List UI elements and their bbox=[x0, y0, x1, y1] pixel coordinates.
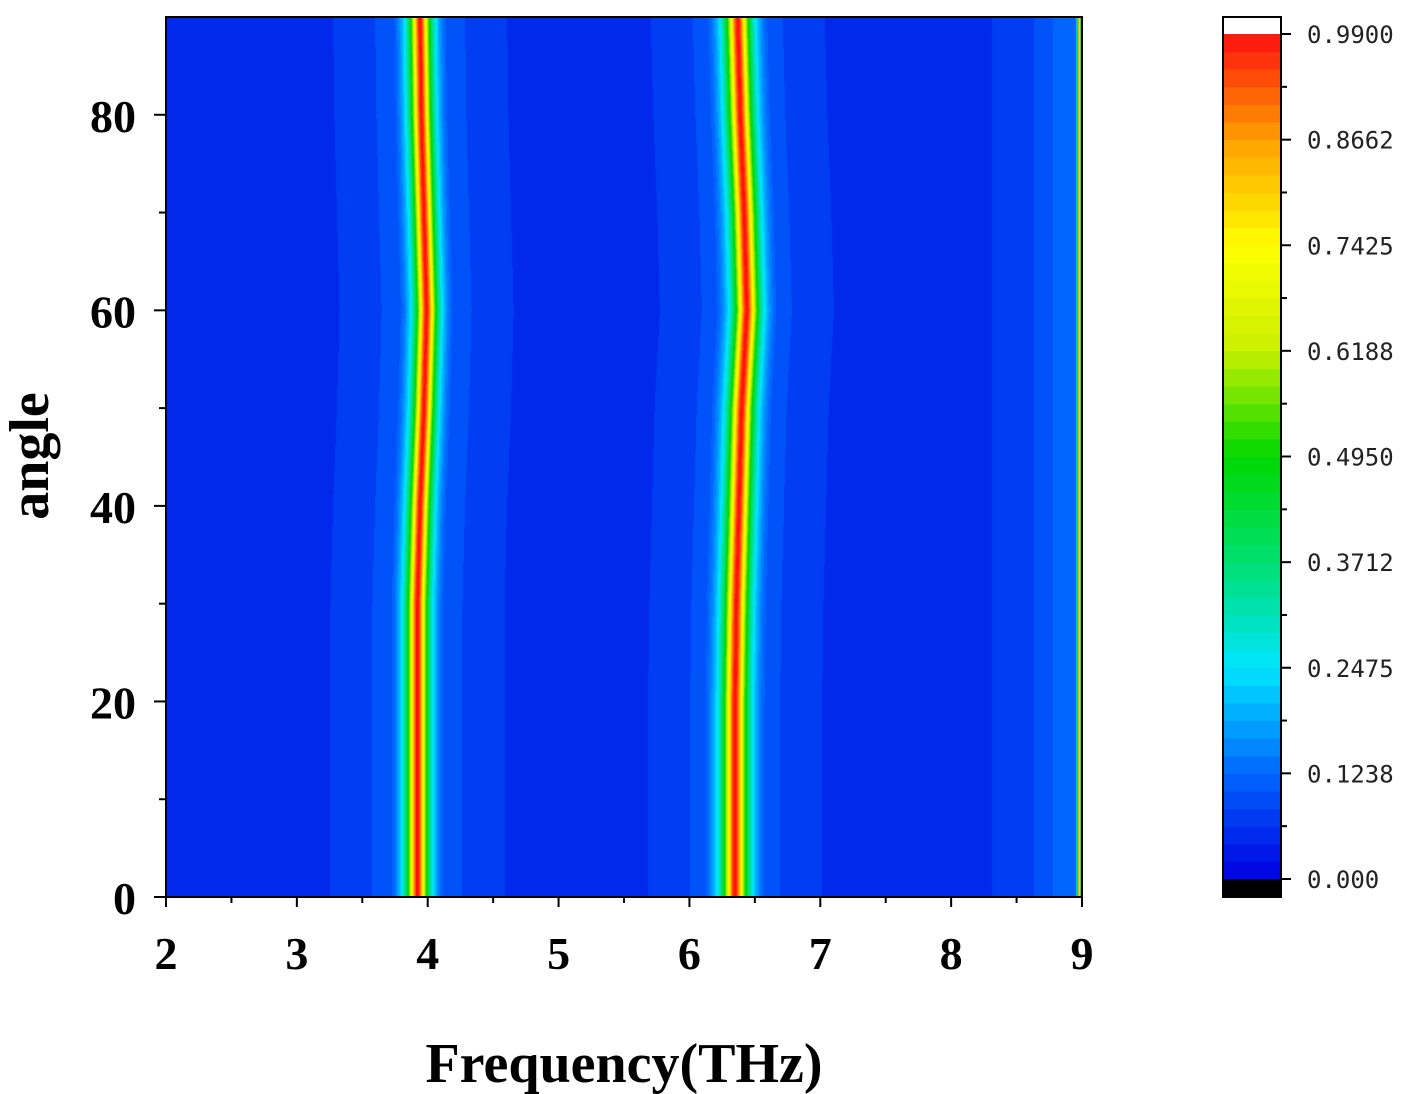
colorbar-step bbox=[1223, 174, 1281, 193]
colorbar-tick-label: 0.9900 bbox=[1307, 21, 1394, 49]
colorbar-step bbox=[1223, 157, 1281, 176]
colorbar-step bbox=[1223, 333, 1281, 352]
colorbar-step bbox=[1223, 280, 1281, 299]
x-tick-label: 7 bbox=[809, 928, 832, 979]
colorbar-step bbox=[1223, 544, 1281, 563]
colorbar-tick-label: 0.4950 bbox=[1307, 444, 1394, 472]
colorbar-step bbox=[1223, 579, 1281, 598]
colorbar-step bbox=[1223, 667, 1281, 686]
y-tick-label: 80 bbox=[90, 91, 136, 142]
colorbar-step bbox=[1223, 738, 1281, 757]
colorbar-tick-label: 0.8662 bbox=[1307, 127, 1394, 155]
colorbar-step bbox=[1223, 720, 1281, 739]
colorbar-tick-label: 0.6188 bbox=[1307, 338, 1394, 366]
colorbar-step bbox=[1223, 403, 1281, 422]
colorbar: 0.000 0.1238 0.2475 0.3712 0.4950 0.6188 0.742… bbox=[1222, 16, 1394, 898]
colorbar-tick-label: 0.7425 bbox=[1307, 232, 1394, 260]
colorbar-over-swatch bbox=[1223, 17, 1281, 34]
heatmap-raster bbox=[166, 17, 1082, 897]
colorbar-step bbox=[1223, 474, 1281, 493]
colorbar-tick-label: 0.000 bbox=[1307, 866, 1379, 894]
axes: 2 3 4 5 6 7 8 9 0 20 40 60 80 bbox=[90, 16, 1094, 979]
y-tick-label: 20 bbox=[90, 677, 136, 728]
colorbar-step bbox=[1223, 104, 1281, 123]
colorbar-step bbox=[1223, 438, 1281, 457]
x-tick-label: 8 bbox=[940, 928, 963, 979]
colorbar-step bbox=[1223, 456, 1281, 475]
colorbar-step bbox=[1223, 298, 1281, 317]
colorbar-step bbox=[1223, 843, 1281, 862]
x-tick-label: 5 bbox=[547, 928, 570, 979]
colorbar-step bbox=[1223, 597, 1281, 616]
colorbar-step bbox=[1223, 262, 1281, 281]
colorbar-step bbox=[1223, 685, 1281, 704]
colorbar-step bbox=[1223, 702, 1281, 722]
colorbar-step bbox=[1223, 808, 1281, 827]
x-tick-label: 4 bbox=[416, 928, 439, 979]
colorbar-step bbox=[1223, 386, 1281, 405]
colorbar-step bbox=[1223, 790, 1281, 810]
x-axis-title: Frequency(THz) bbox=[425, 1033, 822, 1094]
colorbar-step bbox=[1223, 826, 1281, 845]
x-tick-label: 6 bbox=[678, 928, 701, 979]
y-axis-title: angle bbox=[0, 392, 61, 520]
colorbar-step bbox=[1223, 350, 1281, 369]
y-tick-label: 60 bbox=[90, 286, 136, 337]
colorbar-step bbox=[1223, 526, 1281, 546]
colorbar-tick-label: 0.2475 bbox=[1307, 655, 1394, 683]
colorbar-step bbox=[1223, 210, 1281, 229]
y-tick-label: 0 bbox=[113, 873, 136, 924]
colorbar-step bbox=[1223, 861, 1281, 880]
colorbar-step bbox=[1223, 368, 1281, 387]
colorbar-step bbox=[1223, 562, 1281, 581]
colorbar-step bbox=[1223, 632, 1281, 651]
colorbar-step bbox=[1223, 139, 1281, 158]
colorbar-tick-label: 0.1238 bbox=[1307, 760, 1394, 788]
colorbar-step bbox=[1223, 315, 1281, 334]
colorbar-step bbox=[1223, 227, 1281, 246]
colorbar-step bbox=[1223, 34, 1281, 53]
colorbar-step bbox=[1223, 491, 1281, 510]
colorbar-step bbox=[1223, 755, 1281, 774]
colorbar-step bbox=[1223, 509, 1281, 528]
colorbar-step bbox=[1223, 421, 1281, 440]
heatmap-plot-area bbox=[166, 17, 1082, 897]
colorbar-step bbox=[1223, 773, 1281, 792]
colorbar-step bbox=[1223, 51, 1281, 70]
y-tick-label: 40 bbox=[90, 482, 136, 533]
colorbar-step bbox=[1223, 614, 1281, 634]
colorbar-step bbox=[1223, 86, 1281, 105]
colorbar-step bbox=[1223, 69, 1281, 88]
x-tick-label: 3 bbox=[285, 928, 308, 979]
colorbar-under-swatch bbox=[1223, 879, 1281, 897]
colorbar-step bbox=[1223, 122, 1281, 141]
x-tick-label: 9 bbox=[1071, 928, 1094, 979]
colorbar-step bbox=[1223, 245, 1281, 264]
colorbar-step bbox=[1223, 650, 1281, 669]
x-tick-label: 2 bbox=[155, 928, 178, 979]
colorbar-step bbox=[1223, 192, 1281, 211]
colorbar-tick-label: 0.3712 bbox=[1307, 549, 1394, 577]
